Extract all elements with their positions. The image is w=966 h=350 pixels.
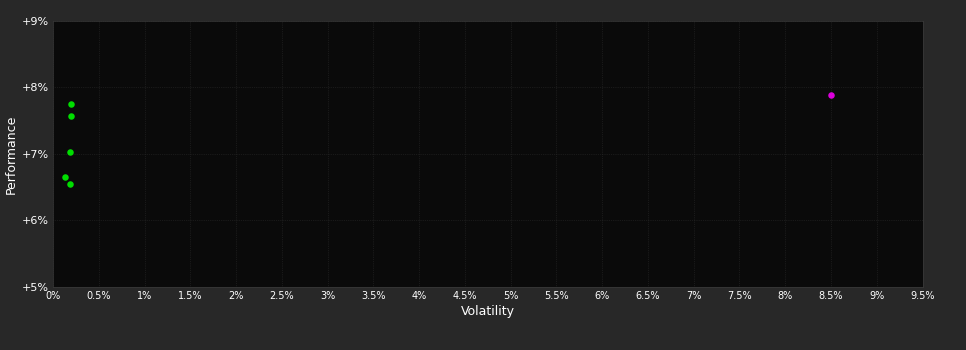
Point <box>64 113 79 119</box>
X-axis label: Volatility: Volatility <box>461 305 515 318</box>
Y-axis label: Performance: Performance <box>5 114 17 194</box>
Point <box>823 93 838 98</box>
Point <box>62 149 77 155</box>
Point <box>62 181 77 187</box>
Point <box>57 174 72 180</box>
Point <box>64 101 79 107</box>
